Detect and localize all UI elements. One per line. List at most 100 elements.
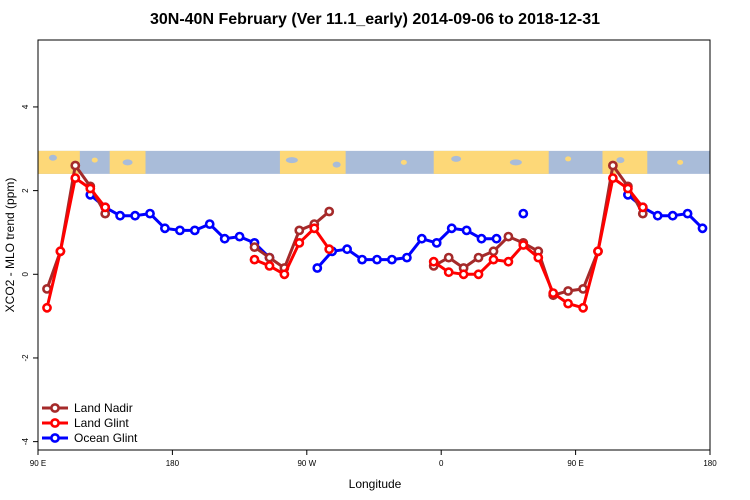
legend-marker xyxy=(50,433,60,443)
map-island xyxy=(565,156,572,162)
data-point xyxy=(446,223,457,234)
data-point xyxy=(578,302,588,313)
data-point xyxy=(357,254,367,265)
x-tick-label: 180 xyxy=(166,459,180,468)
map-ocean-bay xyxy=(285,157,298,164)
data-point xyxy=(518,208,529,219)
data-point xyxy=(324,206,335,217)
data-point xyxy=(249,242,260,252)
data-point xyxy=(189,225,200,236)
data-point xyxy=(431,237,442,248)
x-tick-label: 90 E xyxy=(30,459,46,468)
map-land xyxy=(38,150,80,174)
x-tick-label: 180 xyxy=(703,459,717,468)
data-point xyxy=(578,283,588,294)
data-point xyxy=(563,286,573,296)
data-point xyxy=(42,302,52,313)
data-point xyxy=(312,263,323,273)
data-point xyxy=(204,219,215,229)
data-point xyxy=(249,254,260,265)
data-point xyxy=(461,225,472,236)
data-point xyxy=(488,246,499,257)
legend-marker xyxy=(50,403,60,413)
data-point xyxy=(309,223,320,234)
data-point xyxy=(294,225,305,236)
map-island xyxy=(91,157,98,163)
legend-label: Land Glint xyxy=(74,416,129,430)
data-point xyxy=(473,252,484,263)
plot-frame xyxy=(37,39,711,451)
y-tick-label: -4 xyxy=(21,438,30,446)
data-point xyxy=(55,246,66,257)
data-point xyxy=(130,210,140,221)
data-point xyxy=(637,202,648,213)
series-layer xyxy=(42,160,708,313)
map-band xyxy=(38,150,710,174)
data-point xyxy=(294,237,305,248)
data-point xyxy=(608,160,618,171)
x-tick-label: 0 xyxy=(439,459,444,468)
y-tick-label: 4 xyxy=(21,104,30,109)
map-land xyxy=(279,150,346,174)
data-point xyxy=(548,288,559,298)
data-point xyxy=(476,233,487,244)
map-ocean-bay xyxy=(509,159,522,166)
data-point xyxy=(324,244,335,255)
data-point xyxy=(70,173,81,183)
data-point xyxy=(159,223,170,234)
map-island xyxy=(677,159,684,165)
map-ocean-bay xyxy=(48,154,57,161)
data-point xyxy=(682,208,693,219)
data-point xyxy=(652,210,663,221)
data-point xyxy=(503,256,514,267)
data-point xyxy=(115,210,125,221)
chart-title: 30N-40N February (Ver 11.1_early) 2014-0… xyxy=(150,11,600,28)
data-point xyxy=(85,183,96,194)
x-tick-label: 90 W xyxy=(297,459,316,468)
data-point xyxy=(473,269,484,280)
data-point xyxy=(264,260,275,271)
data-point xyxy=(100,202,111,213)
data-point xyxy=(623,183,633,194)
legend-label: Land Nadir xyxy=(74,401,133,415)
x-axis-label: Longitude xyxy=(349,477,402,491)
data-point xyxy=(219,233,230,244)
data-point xyxy=(697,223,708,234)
map-ocean-bay xyxy=(616,157,625,164)
y-tick-label: -2 xyxy=(21,354,30,362)
data-point xyxy=(488,254,499,265)
data-point xyxy=(518,240,529,250)
data-point xyxy=(234,231,245,242)
data-point xyxy=(279,269,290,280)
data-point xyxy=(491,233,502,244)
legend-label: Ocean Glint xyxy=(74,431,138,445)
map-ocean-bay xyxy=(451,155,462,162)
map-island xyxy=(400,159,407,165)
data-point xyxy=(458,269,469,280)
x-tick-label: 90 E xyxy=(567,459,583,468)
data-point xyxy=(533,252,544,263)
map-ocean-bay xyxy=(122,159,133,166)
data-point xyxy=(174,225,185,236)
y-axis: -4 -2 0 2 4 xyxy=(21,104,38,445)
map-land xyxy=(433,150,549,174)
data-point xyxy=(593,246,603,257)
data-point xyxy=(503,231,514,242)
y-axis-label: XCO2 - MLO trend (ppm) xyxy=(3,178,17,313)
data-point xyxy=(372,254,382,265)
data-point xyxy=(70,160,81,171)
y-tick-label: 2 xyxy=(21,188,30,193)
x-axis: 90 E 180 90 W 0 90 E 180 xyxy=(30,450,717,468)
series-land-nadir xyxy=(42,160,648,301)
data-point xyxy=(563,298,573,309)
data-point xyxy=(401,252,412,263)
data-point xyxy=(416,233,427,244)
data-point xyxy=(608,173,618,183)
legend-marker xyxy=(50,418,60,428)
data-point xyxy=(342,244,352,255)
map-ocean-bay xyxy=(332,161,341,168)
data-point xyxy=(667,210,678,221)
data-point xyxy=(386,254,397,265)
data-point xyxy=(145,208,155,219)
